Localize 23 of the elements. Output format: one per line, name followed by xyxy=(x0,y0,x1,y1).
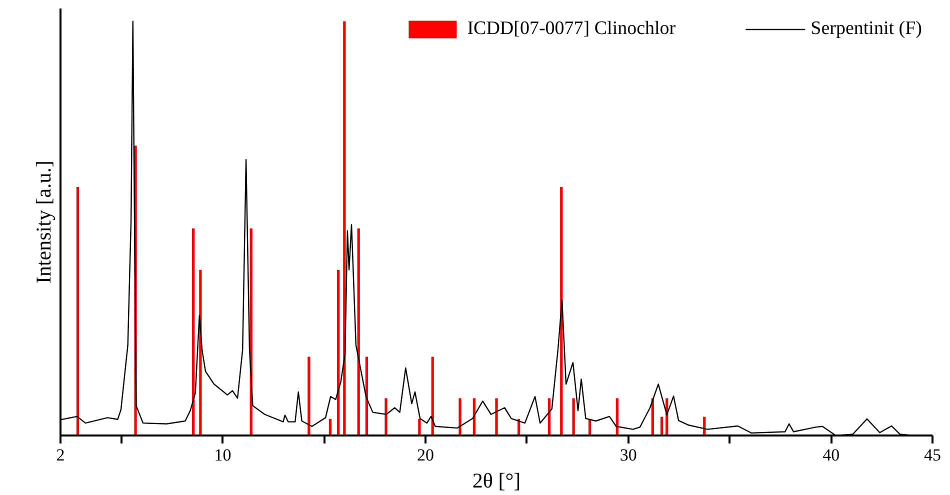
bar xyxy=(343,21,346,436)
bar xyxy=(616,398,618,436)
bar xyxy=(384,398,388,436)
bar xyxy=(495,398,498,436)
bar xyxy=(458,398,462,436)
x-tick-label: 45 xyxy=(924,446,941,464)
x-tick-label: 10 xyxy=(214,446,232,464)
x-tick-label: 20 xyxy=(417,446,434,464)
legend-label: ICDD[07-0077] Clinochlor xyxy=(467,18,676,40)
x-tick-label: 40 xyxy=(822,446,840,464)
legend-label: Serpentinit (F) xyxy=(810,18,922,40)
bar xyxy=(76,186,80,436)
bar xyxy=(572,398,575,436)
bar xyxy=(431,356,434,436)
x-tick-label: 2 xyxy=(56,446,65,464)
y-axis-title: Intensity [a.u.] xyxy=(32,160,56,284)
x-axis-title: 2θ [°] xyxy=(472,468,521,492)
bar xyxy=(337,270,340,436)
x-tick-label: 30 xyxy=(620,446,637,464)
bar xyxy=(357,228,360,436)
bar xyxy=(418,418,421,436)
bar xyxy=(308,356,310,436)
bar xyxy=(192,228,195,436)
